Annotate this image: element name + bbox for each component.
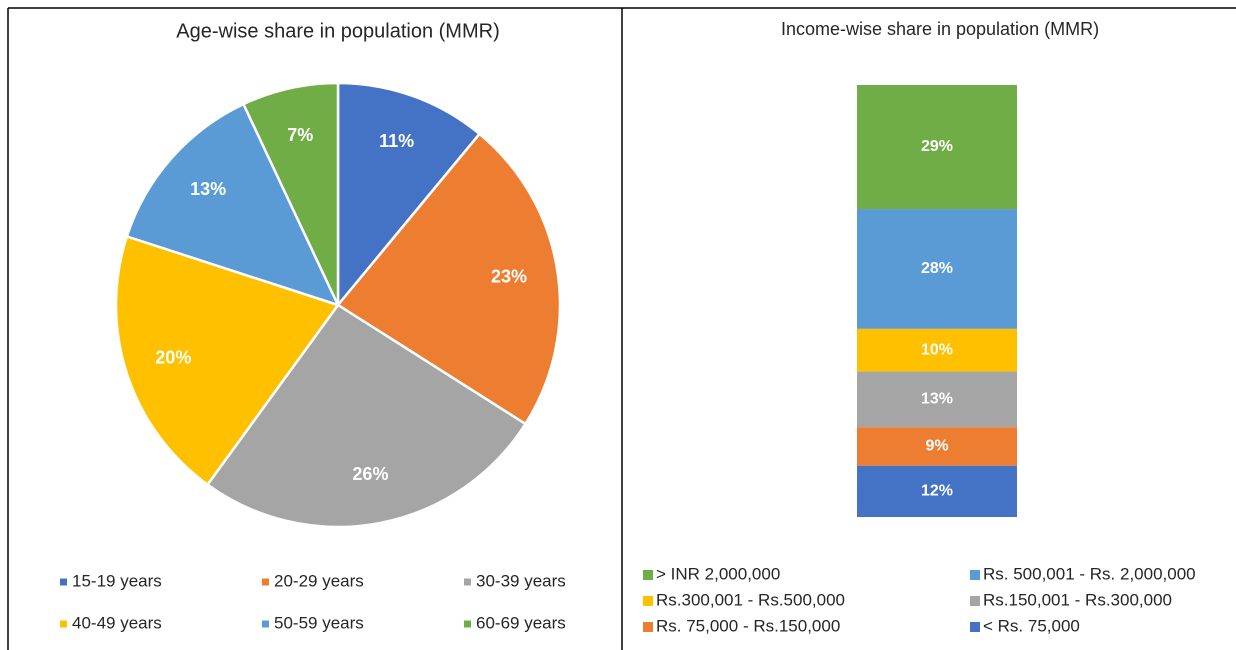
bar-segment (857, 371, 1017, 428)
legend-swatch (60, 578, 67, 586)
legend-swatch (464, 578, 471, 586)
legend-swatch (643, 596, 653, 606)
legend-swatch (643, 622, 653, 632)
legend-label: 15-19 years (72, 571, 162, 590)
legend-label: 60-69 years (476, 613, 566, 632)
pie-slice (336, 132, 562, 426)
legend-swatch (970, 622, 980, 632)
legend-swatch (643, 570, 653, 580)
legend-label: 50-59 years (274, 613, 364, 632)
data-label: 7% (287, 125, 313, 145)
legend-label: < Rs. 75,000 (983, 616, 1080, 635)
bar-segment (857, 209, 1017, 329)
data-label: 13% (190, 179, 226, 199)
legend-swatch (970, 570, 980, 580)
pie-slice (336, 81, 482, 309)
data-label: 23% (491, 267, 527, 287)
data-label: 9% (925, 438, 948, 455)
pie-chart: 11% 23% 26% 20% 13% 7% 15-19 years 20-29 years 3… (60, 81, 566, 632)
chart-title: Income-wise share in population (MMR) (781, 19, 1099, 39)
data-label: 20% (155, 347, 191, 367)
legend-label: 20-29 years (274, 571, 364, 590)
legend-label: 40-49 years (72, 613, 162, 632)
legend-label: Rs. 75,000 - Rs.150,000 (656, 616, 840, 635)
legend-swatch (970, 596, 980, 606)
legend-swatch (262, 578, 269, 586)
legend-label: Rs. 500,001 - Rs. 2,000,000 (983, 564, 1196, 583)
data-label: 10% (921, 341, 953, 358)
pie-slice (205, 303, 528, 529)
legend-swatch (60, 620, 67, 628)
legend-label: > INR 2,000,000 (656, 564, 780, 583)
legend-label: Rs.300,001 - Rs.500,000 (656, 590, 845, 609)
pie-slice (114, 234, 341, 487)
legend: < Rs. 75,000 Rs. 75,000 - Rs.150,000 Rs.15… (643, 564, 1196, 635)
bar-segment (857, 85, 1017, 210)
data-label: 13% (921, 391, 953, 408)
pie-slice (125, 102, 341, 308)
pie-slice (241, 81, 340, 306)
data-label: 26% (352, 464, 388, 484)
bar-segment (857, 465, 1017, 517)
data-label: 11% (379, 131, 414, 151)
chart-title: Age-wise share in population (MMR) (176, 20, 499, 42)
data-label: 29% (921, 138, 953, 155)
legend-label: 30-39 years (476, 571, 566, 590)
bar-chart: 12% 9% 13% 10% 28% 29% (857, 85, 1017, 517)
legend-swatch (262, 620, 269, 628)
bar-segment (857, 427, 1017, 466)
legend-swatch (464, 620, 471, 628)
data-label: 12% (921, 483, 953, 500)
legend-label: Rs.150,001 - Rs.300,000 (983, 590, 1172, 609)
bar-segment (857, 328, 1017, 372)
data-label: 28% (921, 260, 953, 277)
